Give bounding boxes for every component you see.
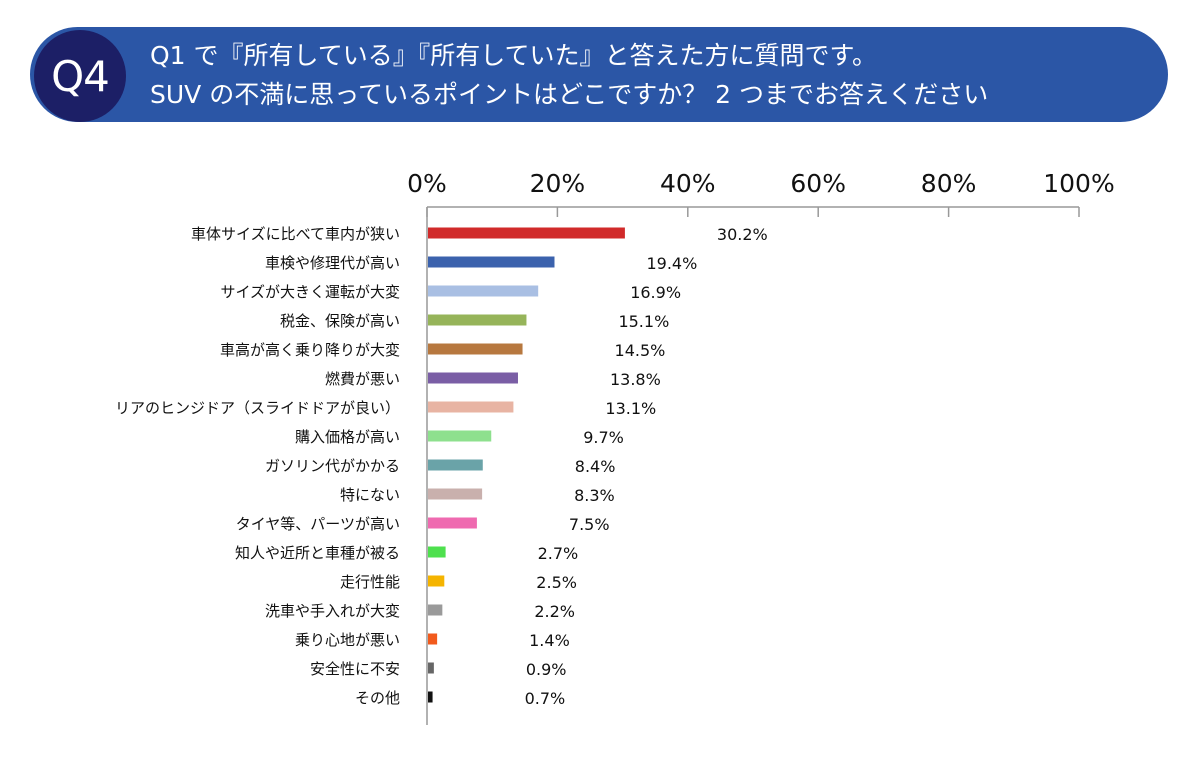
bar	[428, 662, 434, 674]
category-label: 知人や近所と車種が被る	[235, 544, 400, 562]
category-label: 洗車や手入れが大変	[265, 602, 400, 620]
category-label: タイヤ等、パーツが高い	[236, 515, 400, 533]
x-tick-label: 40%	[660, 169, 716, 198]
category-label: その他	[355, 689, 400, 707]
category-label: 特にない	[340, 486, 400, 504]
bar	[428, 256, 555, 268]
data-label: 19.4%	[646, 254, 697, 273]
data-label: 30.2%	[717, 225, 768, 244]
data-label: 8.3%	[574, 486, 615, 505]
bar	[428, 517, 477, 529]
bar	[428, 691, 433, 703]
data-label: 2.2%	[534, 602, 575, 621]
bar	[428, 227, 625, 239]
category-label: 安全性に不安	[310, 660, 400, 678]
bar	[428, 459, 483, 471]
data-label: 13.1%	[605, 399, 656, 418]
category-label: 税金、保険が高い	[280, 312, 400, 330]
bar	[428, 604, 443, 616]
data-label: 13.8%	[610, 370, 661, 389]
bar	[428, 372, 518, 384]
bar	[428, 401, 514, 413]
data-label: 0.7%	[525, 689, 566, 708]
data-label: 14.5%	[615, 341, 666, 360]
data-label: 8.4%	[575, 457, 616, 476]
category-label: 走行性能	[340, 573, 400, 591]
data-label: 16.9%	[630, 283, 681, 302]
question-banner	[30, 27, 1168, 122]
bar	[428, 430, 492, 442]
question-badge: Q4	[34, 30, 126, 122]
category-label: ガソリン代がかかる	[265, 457, 400, 475]
bar	[428, 633, 438, 645]
category-label: サイズが大きく運転が大変	[220, 283, 400, 301]
category-label: 乗り心地が悪い	[295, 631, 400, 649]
x-tick-label: 60%	[790, 169, 846, 198]
bar	[428, 343, 523, 355]
data-label: 0.9%	[526, 660, 567, 679]
bar	[428, 575, 445, 587]
data-label: 15.1%	[618, 312, 669, 331]
data-label: 9.7%	[583, 428, 624, 447]
bar	[428, 488, 483, 500]
question-line-1: Q1 で『所有している』『所有していた』と答えた方に質問です。	[150, 41, 878, 70]
data-label: 1.4%	[529, 631, 570, 650]
x-tick-label: 100%	[1043, 169, 1114, 198]
bar	[428, 546, 446, 558]
x-tick-label: 80%	[921, 169, 977, 198]
category-label: 車体サイズに比べて車内が狭い	[191, 225, 400, 243]
x-tick-label: 20%	[530, 169, 586, 198]
category-label: 車検や修理代が高い	[265, 254, 400, 272]
x-tick-label: 0%	[407, 169, 447, 198]
category-label: 車高が高く乗り降りが大変	[220, 341, 400, 359]
data-label: 7.5%	[569, 515, 610, 534]
data-label: 2.7%	[538, 544, 579, 563]
bar	[428, 285, 539, 297]
data-label: 2.5%	[536, 573, 577, 592]
question-line-2: SUV の不満に思っているポイントはどこですか？ 2 つまでお答えください	[150, 80, 989, 109]
bar	[428, 314, 527, 326]
category-label: リアのヒンジドア（スライドドアが良い）	[115, 399, 400, 417]
category-label: 購入価格が高い	[295, 428, 400, 446]
category-label: 燃費が悪い	[325, 370, 400, 388]
